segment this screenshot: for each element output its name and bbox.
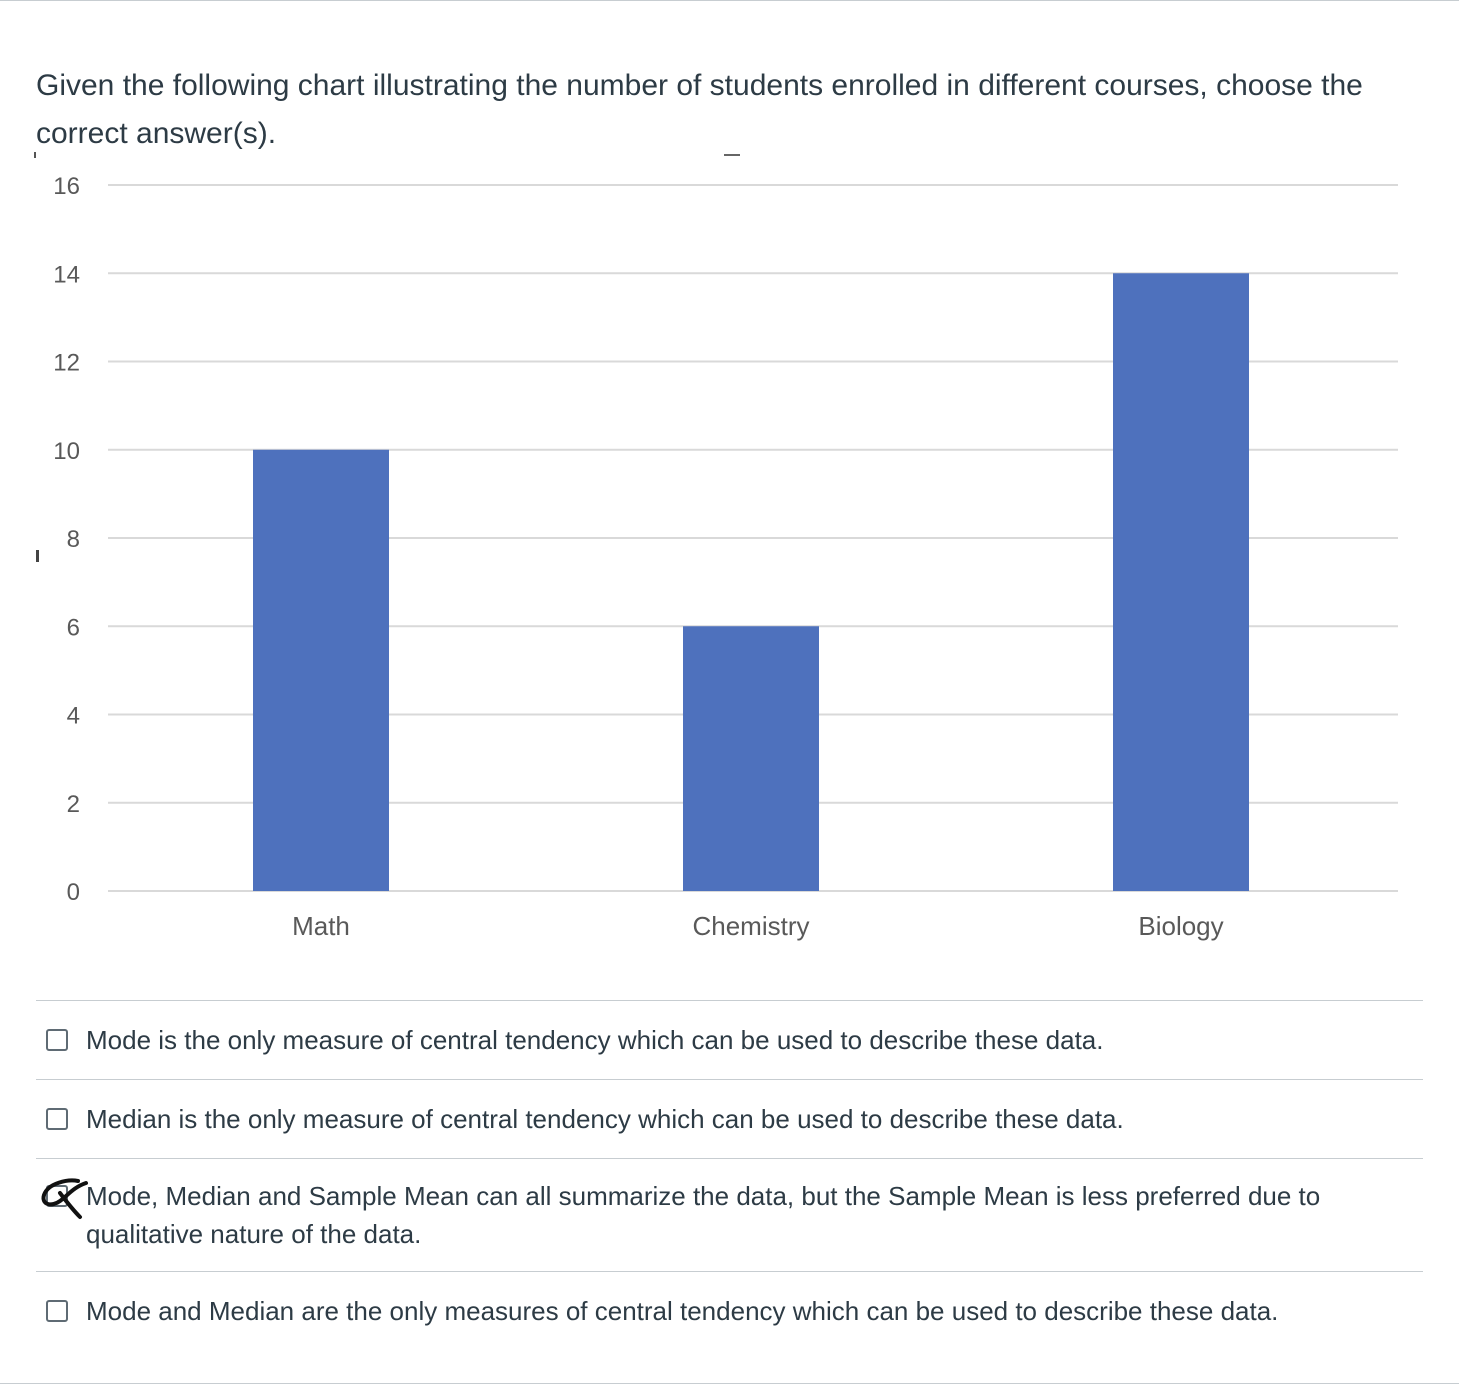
bottom-divider xyxy=(0,1383,1459,1384)
stray-mark xyxy=(34,152,36,158)
checkbox[interactable] xyxy=(46,1185,68,1207)
x-category-label: Chemistry xyxy=(692,911,809,941)
enrollment-bar-chart: 0 2 4 6 8 10 12 14 16 Math Chemistry Biology xyxy=(0,150,1459,960)
top-divider xyxy=(0,0,1459,1)
answer-option-1[interactable]: Mode is the only measure of central tend… xyxy=(36,1000,1423,1079)
stray-mark xyxy=(724,154,740,156)
y-tick-label: 8 xyxy=(67,526,80,553)
stray-mark xyxy=(36,550,39,562)
answer-option-4[interactable]: Mode and Median are the only measures of… xyxy=(36,1271,1423,1350)
y-tick-label: 10 xyxy=(53,438,80,465)
y-tick-label: 12 xyxy=(53,350,80,377)
x-category-label: Math xyxy=(292,911,350,941)
answer-label: Median is the only measure of central te… xyxy=(86,1104,1124,1134)
question-text: Given the following chart illustrating t… xyxy=(36,69,1363,150)
checkbox[interactable] xyxy=(46,1108,68,1130)
answer-label: Mode is the only measure of central tend… xyxy=(86,1025,1104,1055)
bar-chemistry xyxy=(683,626,819,891)
answer-option-3[interactable]: Mode, Median and Sample Mean can all sum… xyxy=(36,1158,1423,1271)
answer-label: Mode, Median and Sample Mean can all sum… xyxy=(86,1181,1321,1249)
bar-math xyxy=(253,449,389,891)
y-tick-label: 2 xyxy=(67,791,80,818)
y-tick-label: 4 xyxy=(67,703,80,730)
answer-option-2[interactable]: Median is the only measure of central te… xyxy=(36,1079,1423,1158)
bar-biology xyxy=(1113,273,1249,891)
y-tick-label: 0 xyxy=(67,879,80,906)
y-tick-label: 16 xyxy=(53,173,80,200)
checkbox[interactable] xyxy=(46,1300,68,1322)
answer-list: Mode is the only measure of central tend… xyxy=(36,1000,1423,1350)
x-category-label: Biology xyxy=(1138,911,1223,941)
checkbox[interactable] xyxy=(46,1029,68,1051)
y-tick-label: 14 xyxy=(53,261,80,288)
answer-label: Mode and Median are the only measures of… xyxy=(86,1296,1279,1326)
y-tick-label: 6 xyxy=(67,614,80,641)
